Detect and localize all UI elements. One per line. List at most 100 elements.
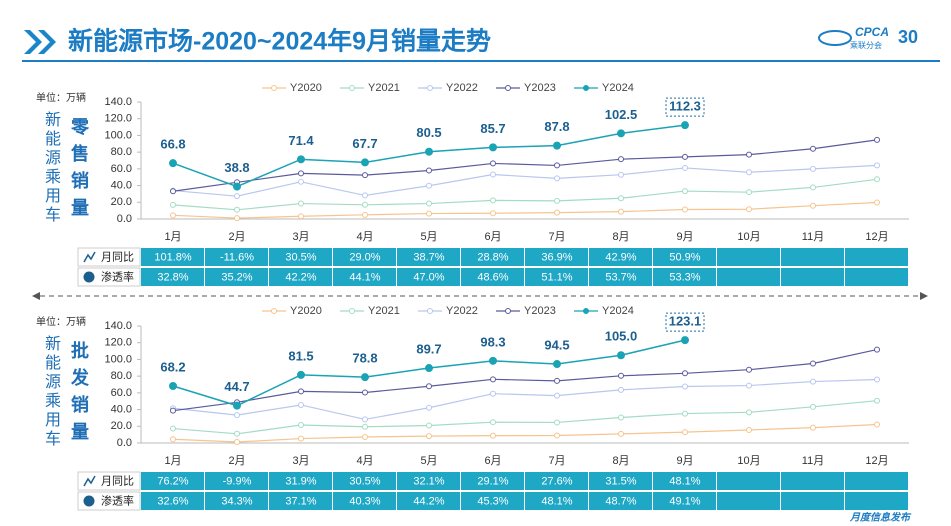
point [362,423,368,430]
table-cell [845,268,908,286]
point [297,155,305,164]
series-line [172,378,878,421]
data-label: 78.8 [352,351,377,366]
series-line [172,164,878,197]
point [746,206,752,213]
cell-value: -9.9% [223,475,252,487]
unit-label: 单位：万辆 [36,93,86,104]
point [874,162,880,169]
series-line [172,139,878,192]
logo-text: CPCA [855,25,889,39]
point [298,435,304,442]
point [169,382,177,391]
table-cell [397,492,460,510]
x-tick-label: 7月 [548,231,565,243]
x-tick-label: 8月 [612,231,629,243]
row-header [77,247,141,267]
point [490,419,496,426]
table-cell [141,268,204,286]
table-cell [717,268,780,286]
table-cell [781,268,844,286]
data-label: 71.4 [288,133,314,148]
point [490,171,496,178]
trend-icon [83,475,96,487]
data-label: 102.5 [605,107,638,122]
y-tick-label: 100.0 [104,353,132,365]
x-tick-label: 11月 [802,455,824,467]
point [682,429,688,436]
point [489,356,497,365]
point [746,169,752,176]
point [810,165,816,172]
x-tick-label: 1月 [164,231,181,243]
table-cell [141,492,204,510]
legend-label: Y2024 [602,82,634,94]
table-cell [589,492,652,510]
legend-marker [505,85,511,91]
point [362,433,368,440]
legend-marker [583,85,589,91]
point [233,401,241,410]
y-tick-label: 100.0 [104,129,132,141]
legend-marker [427,85,433,91]
point [362,389,368,396]
data-label: 38.8 [224,160,249,175]
point [618,430,624,437]
point [874,376,880,383]
point [426,167,432,174]
point [746,409,752,416]
table-cell [781,248,844,266]
x-tick-label: 4月 [356,455,373,467]
point [490,197,496,204]
point [234,438,240,445]
metric-label: 零售销量 [69,117,89,225]
point [234,206,240,213]
cell-value: 34.3% [221,495,252,507]
table-cell [141,472,204,490]
cell-value: 32.1% [413,475,444,487]
x-tick-label: 3月 [292,455,309,467]
x-tick-label: 2月 [228,231,245,243]
x-tick-label: 11月 [802,231,824,243]
cell-value: 32.6% [157,495,188,507]
row-label: 月同比 [101,250,134,263]
point [554,377,560,384]
chevron [24,30,42,54]
point [170,407,176,414]
cell-value: 40.3% [349,495,380,507]
y-tick-label: 60.0 [111,163,132,175]
point [554,419,560,426]
y-tick-label: 140.0 [104,320,132,332]
table-cell [589,472,652,490]
cell-value: 29.1% [477,475,508,487]
cell-value: 76.2% [157,475,188,487]
cell-value: 49.1% [669,495,700,507]
point [554,162,560,169]
point [361,373,369,382]
x-tick-label: 7月 [548,455,565,467]
point [618,208,624,215]
point [874,176,880,183]
point [682,383,688,390]
point [490,376,496,383]
point [746,426,752,433]
side-label: 新能源乘用车 [42,111,59,225]
label-box [665,97,705,117]
series-line [172,400,878,435]
point [362,172,368,179]
cell-value: 53.7% [605,271,636,283]
row-header [77,267,141,287]
cell-value: 48.7% [605,495,636,507]
cell-value: 37.1% [285,495,316,507]
legend-marker [583,308,589,314]
data-label: 105.0 [605,329,638,344]
table-cell [525,492,588,510]
legend-label: Y2020 [290,82,322,94]
point [746,189,752,196]
x-tick-label: 8月 [612,455,629,467]
row-header [77,491,141,511]
point [362,211,368,218]
point [682,370,688,377]
table-cell [461,248,524,266]
cell-value: 30.5% [285,251,316,263]
